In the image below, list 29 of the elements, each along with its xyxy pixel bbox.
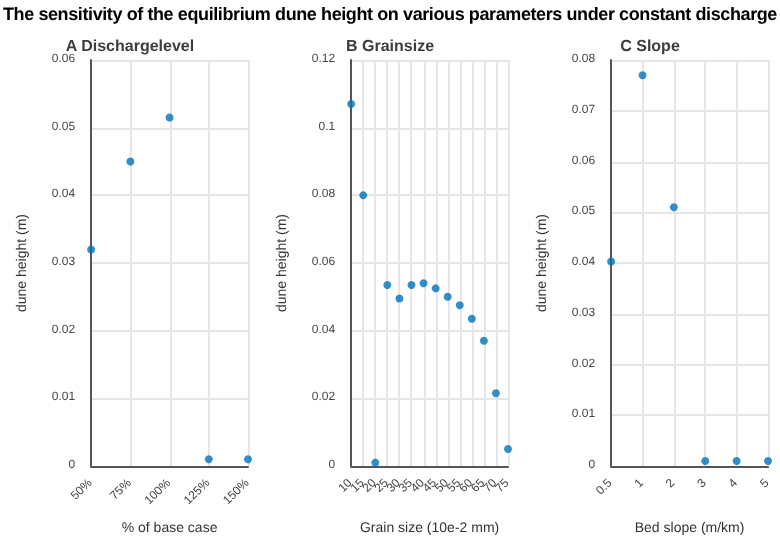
point: [371, 458, 380, 467]
chart-title: C Slope: [620, 37, 681, 55]
text: The sensitivity of the equilibrium dune height on various parameters under constant discharge: [1, 2, 779, 28]
point: [504, 445, 512, 454]
point: [347, 99, 356, 108]
point: [87, 245, 96, 254]
point: [479, 336, 488, 345]
point: [395, 294, 404, 303]
point: [244, 455, 252, 464]
point: [467, 314, 476, 323]
point: [701, 456, 710, 465]
point: [455, 301, 464, 310]
chart-title: B Grainsize: [345, 37, 436, 55]
point: [359, 191, 368, 200]
point: [732, 456, 741, 465]
point: [204, 455, 213, 464]
point: [419, 279, 428, 288]
point: [669, 203, 678, 212]
point: [165, 113, 174, 122]
point: [431, 284, 440, 293]
point: [638, 71, 647, 80]
point: [126, 157, 135, 166]
point: [607, 257, 616, 266]
point: [383, 280, 392, 289]
point: [443, 292, 452, 301]
point: [491, 389, 500, 398]
point: [407, 280, 416, 289]
chart-subtitle: A Dischargelevel: [65, 37, 195, 55]
point: [764, 456, 772, 465]
